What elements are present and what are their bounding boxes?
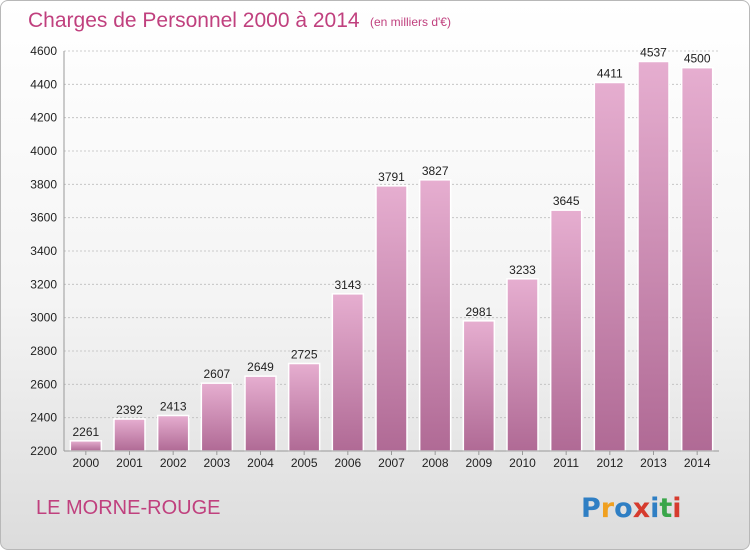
x-tick-label: 2005 bbox=[291, 456, 318, 470]
data-label: 3791 bbox=[378, 170, 405, 184]
data-label: 4411 bbox=[597, 67, 623, 81]
x-tick-label: 2008 bbox=[422, 456, 449, 470]
y-tick-label: 3800 bbox=[30, 177, 57, 191]
x-tick-label: 2012 bbox=[596, 456, 623, 470]
place-name: LE MORNE-ROUGE bbox=[36, 497, 220, 519]
bar bbox=[462, 320, 496, 452]
bar bbox=[637, 60, 670, 452]
bar bbox=[156, 414, 190, 452]
bars: 2261 2392 2413 2607 2649 2725 3143 3791 3827 2981… bbox=[69, 46, 714, 452]
data-label: 2725 bbox=[291, 348, 318, 362]
y-tick-label: 3600 bbox=[30, 211, 57, 225]
y-axis: 2200 2400 2600 2800 3000 3200 3400 3600 3800 4000… bbox=[30, 44, 65, 458]
y-tick-label: 2800 bbox=[30, 344, 57, 358]
data-label: 2261 bbox=[72, 425, 99, 439]
logo-letter: P bbox=[581, 493, 601, 524]
bar bbox=[680, 66, 714, 452]
bar bbox=[549, 209, 583, 452]
y-tick-label: 2200 bbox=[30, 444, 57, 458]
y-tick-label: 3400 bbox=[30, 244, 57, 258]
data-label: 4537 bbox=[640, 46, 667, 60]
data-label: 3645 bbox=[553, 194, 580, 208]
x-tick-label: 2004 bbox=[247, 456, 274, 470]
bar bbox=[418, 179, 452, 452]
x-tick-label: 2000 bbox=[72, 456, 99, 470]
x-tick-label: 2003 bbox=[203, 456, 230, 470]
y-tick-label: 4200 bbox=[30, 111, 57, 125]
bar bbox=[593, 81, 627, 452]
x-tick-label: 2006 bbox=[334, 456, 361, 470]
data-label: 2413 bbox=[160, 400, 187, 414]
logo-letter: i bbox=[650, 493, 659, 524]
y-tick-label: 4000 bbox=[30, 144, 57, 158]
logo-letter: r bbox=[601, 493, 615, 524]
y-tick-label: 3200 bbox=[30, 277, 57, 291]
logo-letter: o bbox=[614, 493, 633, 524]
x-tick-label: 2002 bbox=[160, 456, 187, 470]
bar bbox=[69, 440, 103, 452]
data-label: 3233 bbox=[509, 263, 536, 277]
x-tick-label: 2007 bbox=[378, 456, 405, 470]
chart-title: Charges de Personnel 2000 à 2014 bbox=[28, 9, 360, 32]
bar bbox=[331, 293, 365, 452]
bar bbox=[244, 375, 277, 452]
logo-letter: i bbox=[672, 493, 681, 524]
x-tick-label: 2013 bbox=[640, 456, 667, 470]
data-label: 3143 bbox=[334, 278, 361, 292]
y-tick-label: 2400 bbox=[30, 411, 57, 425]
logo-text: Proxiti bbox=[581, 493, 682, 524]
y-tick-label: 2600 bbox=[30, 377, 57, 391]
bar bbox=[506, 278, 539, 452]
data-label: 2392 bbox=[116, 403, 143, 417]
logo-letter: t bbox=[659, 493, 672, 524]
data-label: 2607 bbox=[203, 367, 230, 381]
x-tick-label: 2014 bbox=[684, 456, 711, 470]
bar bbox=[375, 185, 408, 452]
bar bbox=[113, 418, 146, 452]
chart-unit: (en milliers d'€) bbox=[370, 15, 451, 29]
data-label: 2649 bbox=[247, 360, 274, 374]
bar bbox=[200, 382, 234, 452]
x-tick-label: 2010 bbox=[509, 456, 536, 470]
data-label: 2981 bbox=[465, 305, 492, 319]
bar bbox=[287, 362, 321, 452]
x-tick-label: 2001 bbox=[116, 456, 143, 470]
x-tick-label: 2011 bbox=[553, 456, 579, 470]
y-tick-label: 4400 bbox=[30, 77, 57, 91]
x-tick-label: 2009 bbox=[465, 456, 492, 470]
y-tick-label: 4600 bbox=[30, 44, 57, 58]
data-label: 4500 bbox=[684, 52, 711, 66]
y-tick-label: 3000 bbox=[30, 311, 57, 325]
proxiti-logo: Proxiti bbox=[581, 493, 682, 524]
logo-letter: x bbox=[633, 493, 650, 524]
data-label: 3827 bbox=[422, 164, 449, 178]
x-axis: 2000 2001 2002 2003 2004 2005 2006 2007 2008 2009… bbox=[64, 450, 719, 470]
